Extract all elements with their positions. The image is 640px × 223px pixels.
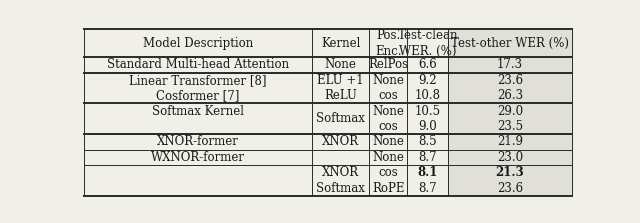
Text: 26.3: 26.3	[497, 89, 523, 102]
Text: cos: cos	[378, 166, 398, 179]
Text: 23.6: 23.6	[497, 74, 523, 87]
Text: Standard Multi-head Attention: Standard Multi-head Attention	[107, 58, 289, 71]
Text: 8.7: 8.7	[419, 182, 437, 195]
Text: XNOR: XNOR	[322, 135, 359, 149]
Text: None: None	[372, 105, 404, 118]
Text: Cosformer [7]: Cosformer [7]	[156, 89, 240, 102]
Text: 21.9: 21.9	[497, 135, 523, 149]
Text: cos: cos	[378, 120, 398, 133]
Text: 10.8: 10.8	[415, 89, 441, 102]
Text: cos: cos	[378, 89, 398, 102]
Text: XNOR
Softmax: XNOR Softmax	[316, 166, 365, 195]
Text: Model Description: Model Description	[143, 37, 253, 50]
Text: XNOR-former: XNOR-former	[157, 135, 239, 149]
Text: RoPE: RoPE	[372, 182, 404, 195]
Text: 6.6: 6.6	[419, 58, 437, 71]
Text: 29.0: 29.0	[497, 105, 523, 118]
Text: RelPos: RelPos	[368, 58, 408, 71]
Text: None: None	[372, 135, 404, 149]
Text: 8.7: 8.7	[419, 151, 437, 164]
Text: 10.5: 10.5	[415, 105, 441, 118]
Text: 23.5: 23.5	[497, 120, 523, 133]
Text: Test-other WER (%): Test-other WER (%)	[451, 37, 569, 50]
Text: Pos.
Enc.: Pos. Enc.	[375, 29, 401, 58]
Text: WXNOR-former: WXNOR-former	[151, 151, 245, 164]
Text: Softmax Kernel: Softmax Kernel	[152, 105, 244, 118]
Text: 23.6: 23.6	[497, 182, 523, 195]
Text: None: None	[372, 151, 404, 164]
Text: None: None	[372, 74, 404, 87]
Text: Softmax: Softmax	[316, 112, 365, 125]
Text: Linear Transformer [8]: Linear Transformer [8]	[129, 74, 267, 87]
Text: ReLU: ReLU	[324, 89, 357, 102]
Text: ELU +1: ELU +1	[317, 74, 364, 87]
Text: 9.2: 9.2	[419, 74, 437, 87]
Text: 21.3: 21.3	[495, 166, 524, 179]
Text: 8.5: 8.5	[419, 135, 437, 149]
Bar	[448, 29, 572, 196]
Text: Test-clean
WER. (%): Test-clean WER. (%)	[397, 29, 458, 58]
Text: 17.3: 17.3	[497, 58, 523, 71]
Text: 8.1: 8.1	[417, 166, 438, 179]
Text: Kernel: Kernel	[321, 37, 360, 50]
Text: 9.0: 9.0	[419, 120, 437, 133]
Text: None: None	[324, 58, 356, 71]
Text: 23.0: 23.0	[497, 151, 523, 164]
